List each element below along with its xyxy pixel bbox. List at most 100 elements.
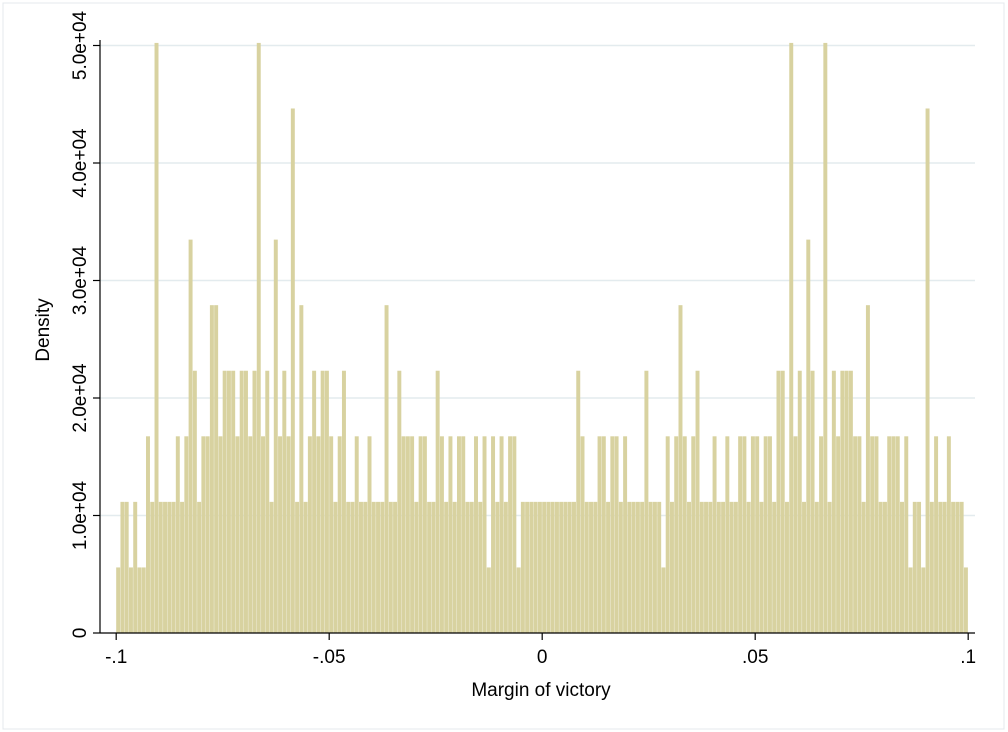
- bar: [427, 501, 432, 633]
- bar: [729, 501, 734, 633]
- bar: [158, 501, 163, 633]
- bar: [508, 436, 513, 633]
- bar: [495, 501, 500, 633]
- bar: [721, 501, 726, 633]
- bar: [878, 501, 883, 633]
- bar: [444, 501, 449, 633]
- bar: [448, 436, 453, 633]
- bar: [908, 567, 913, 633]
- x-tick-label: .05: [742, 647, 768, 668]
- bar: [870, 436, 875, 633]
- bars: [116, 42, 968, 634]
- bar: [192, 370, 197, 633]
- bar: [674, 436, 679, 633]
- bar: [665, 436, 670, 633]
- bar: [491, 436, 496, 633]
- bar: [405, 436, 410, 633]
- bar: [554, 501, 559, 633]
- bar: [614, 436, 619, 633]
- bar: [567, 501, 572, 633]
- bar: [239, 370, 244, 633]
- bar: [572, 501, 576, 633]
- bar: [307, 436, 312, 633]
- bar: [324, 370, 329, 633]
- bar: [461, 436, 466, 633]
- bar: [256, 42, 261, 634]
- bar: [410, 436, 415, 633]
- bar: [780, 370, 785, 633]
- bar: [750, 436, 755, 633]
- bar: [546, 501, 551, 633]
- bar: [793, 436, 798, 633]
- bar: [116, 567, 121, 633]
- bar: [959, 501, 964, 633]
- bar: [380, 501, 385, 633]
- bar: [482, 436, 487, 633]
- bar: [891, 436, 896, 633]
- bar: [269, 501, 274, 633]
- bar: [874, 436, 879, 633]
- bar: [844, 370, 849, 633]
- bar: [767, 436, 772, 633]
- bar: [635, 501, 640, 633]
- bar: [537, 501, 542, 633]
- x-tick-label: 0: [537, 647, 548, 668]
- x-axis-title: Margin of victory: [471, 680, 611, 701]
- bar: [797, 370, 802, 633]
- bar: [823, 42, 828, 634]
- bar: [384, 305, 389, 633]
- bar: [725, 436, 730, 633]
- bar: [435, 370, 440, 633]
- bar: [934, 436, 939, 633]
- bar: [733, 501, 738, 633]
- bar: [273, 239, 278, 634]
- bar: [929, 501, 934, 633]
- bar: [904, 436, 909, 633]
- bar: [640, 501, 645, 633]
- bar: [286, 436, 291, 633]
- bar: [218, 436, 223, 633]
- bar: [354, 436, 359, 633]
- bar: [418, 436, 423, 633]
- bar: [601, 436, 606, 633]
- bar: [606, 501, 611, 633]
- bar: [691, 436, 696, 633]
- bar: [214, 305, 219, 633]
- bar: [814, 501, 819, 633]
- y-tick-label: 0: [70, 628, 91, 639]
- bar: [533, 501, 538, 633]
- bar: [618, 501, 623, 633]
- bar: [857, 436, 862, 633]
- bar: [942, 501, 947, 633]
- bar: [682, 436, 687, 633]
- bar: [474, 436, 478, 633]
- y-tick-label: 2.0e+04: [70, 363, 91, 433]
- bar: [895, 436, 900, 633]
- bar: [661, 567, 666, 633]
- bar: [882, 501, 887, 633]
- bar: [912, 501, 917, 633]
- bar: [188, 239, 193, 634]
- bar: [209, 305, 214, 633]
- bar: [180, 501, 185, 633]
- bar: [746, 501, 751, 633]
- bar: [363, 501, 368, 633]
- bar: [925, 108, 930, 634]
- bar: [278, 436, 283, 633]
- bar: [669, 501, 674, 633]
- bar: [699, 501, 704, 633]
- bar: [231, 370, 236, 633]
- bar: [542, 501, 547, 633]
- bar: [708, 501, 713, 633]
- bar: [248, 436, 253, 633]
- bar: [529, 501, 534, 633]
- bar: [516, 567, 521, 633]
- bar: [201, 436, 206, 633]
- bar: [917, 501, 922, 633]
- bar: [652, 501, 657, 633]
- bar: [128, 567, 133, 633]
- bar: [512, 436, 517, 633]
- bar: [763, 436, 768, 633]
- axes: 0 1.0e+04 2.0e+04 3.0e+04 4.0e+04 5.0e+04 -.1 -…: [70, 10, 976, 668]
- bar: [755, 436, 760, 633]
